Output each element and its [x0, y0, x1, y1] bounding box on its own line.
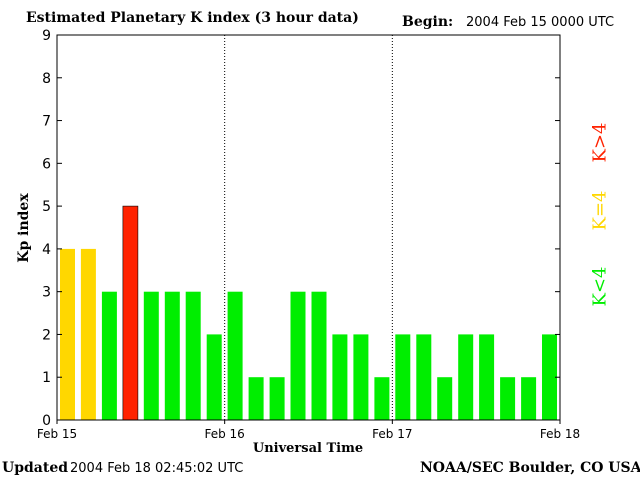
kp-bar	[290, 291, 306, 420]
y-tick-label: 9	[42, 28, 51, 44]
y-axis-label: Kp index	[16, 193, 32, 263]
x-tick-label: Feb 17	[372, 427, 412, 441]
kp-bar	[353, 334, 369, 420]
kp-bar	[143, 291, 159, 420]
kp-bar	[122, 205, 139, 421]
kp-bar	[416, 334, 432, 420]
y-tick-label: 0	[42, 413, 51, 429]
updated-label: Updated	[2, 460, 69, 476]
plot-frame	[56, 34, 561, 421]
x-axis-label: Universal Time	[253, 441, 363, 456]
x-tick-label: Feb 16	[204, 427, 244, 441]
kp-bar	[311, 291, 327, 420]
updated-value: 2004 Feb 18 02:45:02 UTC	[70, 461, 244, 476]
kp-bar	[269, 377, 285, 420]
kp-bar	[395, 334, 411, 420]
legend-k-greater-4: K>4	[589, 122, 611, 163]
kp-bar	[437, 377, 453, 420]
y-tick-label: 7	[42, 114, 51, 130]
kp-bar	[101, 291, 117, 420]
y-tick-label: 6	[42, 156, 51, 172]
begin-value: 2004 Feb 15 0000 UTC	[466, 15, 615, 30]
credit-text: NOAA/SEC Boulder, CO USA	[420, 460, 640, 476]
y-tick-label: 5	[42, 199, 51, 215]
kp-bar	[60, 248, 75, 420]
y-tick-label: 8	[42, 71, 51, 87]
kp-bar	[374, 377, 390, 420]
kp-bar	[185, 291, 201, 420]
kp-bar	[332, 334, 348, 420]
bars-group	[60, 205, 557, 421]
day-dividers	[224, 35, 393, 420]
kp-bar	[248, 377, 264, 420]
kp-bar	[542, 334, 557, 420]
kp-bar	[164, 291, 180, 420]
y-tick-label: 4	[42, 242, 51, 258]
x-tick-label: Feb 18	[540, 427, 580, 441]
kp-bar	[479, 334, 495, 420]
kp-bar	[500, 377, 516, 420]
x-tick-label: Feb 15	[37, 427, 77, 441]
y-tick-label: 1	[42, 370, 51, 386]
y-tick-label: 3	[42, 285, 51, 301]
legend-k-less-4: K<4	[589, 266, 611, 307]
x-axis-ticks: Feb 15 Feb 16 Feb 17 Feb 18	[37, 420, 580, 441]
begin-label: Begin:	[402, 14, 454, 30]
y-axis-ticks: 0 1 2 3 4 5 6 7 8 9	[42, 28, 560, 429]
kp-bar	[80, 248, 96, 420]
chart-title: Estimated Planetary K index (3 hour data…	[26, 10, 359, 26]
kp-bar	[458, 334, 474, 420]
kp-bar	[227, 291, 243, 420]
kp-bar	[206, 334, 222, 420]
y-tick-label: 2	[42, 327, 51, 343]
kp-bar	[521, 377, 537, 420]
legend-k-equal-4: K=4	[589, 190, 611, 231]
